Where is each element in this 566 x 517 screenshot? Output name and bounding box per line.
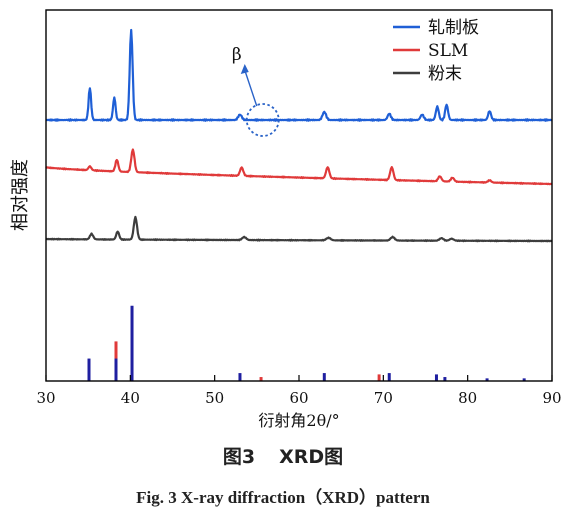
caption-number-cn: 图3 [222, 446, 256, 468]
x-tick-label-3: 60 [289, 389, 308, 407]
x-tick-label-4: 70 [374, 389, 393, 407]
figure-caption-en: Fig. 3 X-ray diffraction（XRD）pattern [136, 488, 430, 507]
series-line-0 [45, 28, 553, 122]
legend-label-1: SLM [428, 41, 468, 61]
x-tick-label-0: 30 [36, 389, 55, 407]
x-tick-label-6: 90 [542, 389, 561, 407]
plot-frame [45, 9, 553, 382]
beta-arrow-head [240, 64, 249, 74]
x-tick-label-5: 80 [458, 389, 477, 407]
x-tick-label-2: 50 [205, 389, 224, 407]
x-axis-label: 衍射角2θ/° [258, 411, 339, 430]
annotation-layer: β [232, 45, 280, 137]
x-tick-label-1: 40 [121, 389, 140, 407]
series-line-1 [45, 148, 553, 186]
reference-lines [87, 305, 526, 381]
legend: 轧制板 SLM 粉末 [393, 18, 479, 84]
series-line-2 [45, 215, 553, 243]
figure-caption-cn: 图3 XRD图 [0, 442, 566, 469]
beta-arrow-line [244, 69, 258, 107]
series-layer [45, 28, 553, 243]
beta-label: β [232, 45, 242, 65]
legend-label-2: 粉末 [428, 64, 462, 84]
y-axis-label: 相对强度 [10, 159, 31, 231]
axes-layer: 30 40 50 60 70 80 90 衍射角2θ/° 相对强度 [10, 9, 562, 430]
beta-highlight-circle [245, 103, 280, 137]
legend-label-0: 轧制板 [428, 18, 479, 38]
caption-title-cn: XRD图 [279, 446, 344, 468]
